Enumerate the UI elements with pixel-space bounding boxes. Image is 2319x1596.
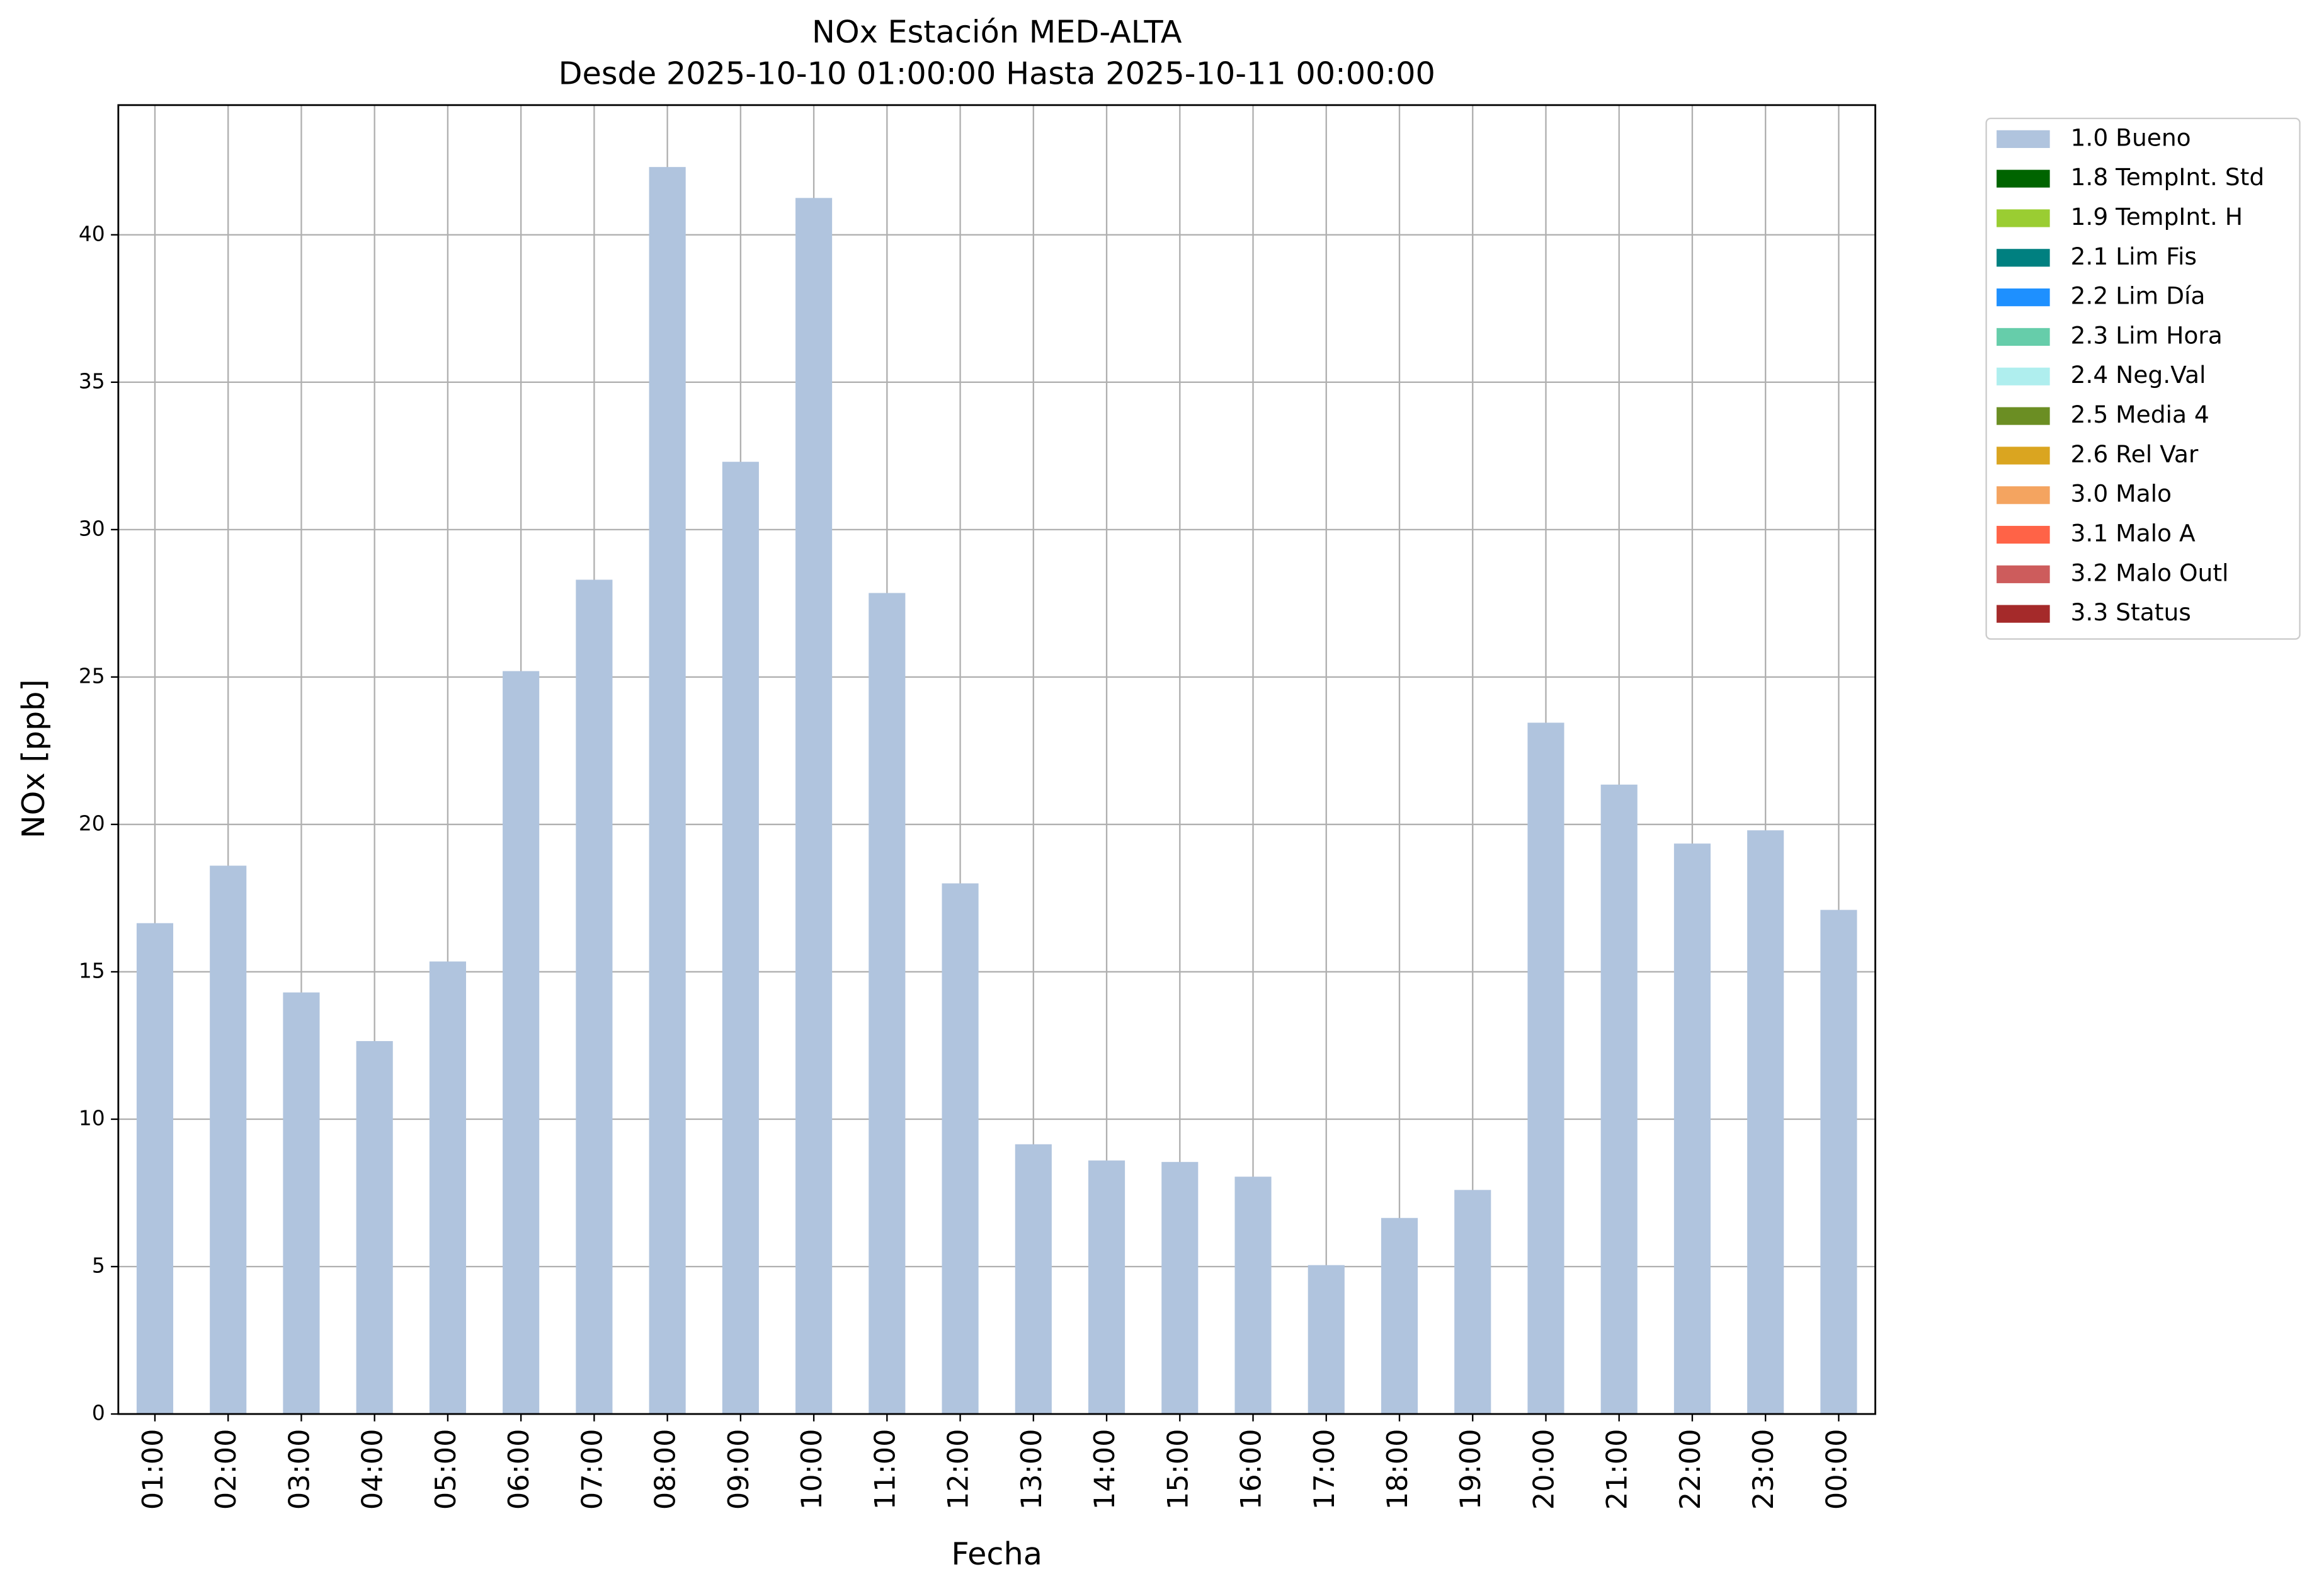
legend-swatch xyxy=(1997,407,2050,425)
legend-swatch xyxy=(1997,486,2050,504)
legend-swatch xyxy=(1997,605,2050,623)
legend-swatch xyxy=(1997,209,2050,227)
legend-label: 1.8 TempInt. Std xyxy=(2071,163,2265,191)
legend-swatch xyxy=(1997,525,2050,544)
bar xyxy=(1600,784,1638,1415)
x-tick-label: 12:00 xyxy=(942,1429,975,1510)
y-tick-label: 0 xyxy=(92,1401,105,1425)
legend-swatch xyxy=(1997,249,2050,267)
legend-label: 1.0 Bueno xyxy=(2071,123,2191,151)
x-tick-label: 20:00 xyxy=(1527,1429,1560,1510)
x-tick-label: 16:00 xyxy=(1235,1429,1268,1510)
x-tick-label: 03:00 xyxy=(283,1429,316,1510)
y-tick-label: 15 xyxy=(79,958,105,983)
x-axis-label: Fecha xyxy=(951,1536,1042,1572)
legend-swatch xyxy=(1997,367,2050,385)
legend-frame xyxy=(1985,117,2301,640)
bar xyxy=(869,593,906,1415)
x-tick-label: 04:00 xyxy=(356,1429,389,1510)
y-axis-label: NOx [ppb] xyxy=(15,679,52,838)
x-tick-label: 08:00 xyxy=(649,1429,682,1510)
x-tick-label: 10:00 xyxy=(795,1429,828,1510)
plot-frame xyxy=(117,104,1876,1415)
bar xyxy=(1747,830,1784,1415)
bar xyxy=(795,198,833,1415)
chart-title: NOx Estación MED-ALTA xyxy=(812,14,1182,50)
bar xyxy=(942,883,979,1415)
legend: 1.0 Bueno 1.8 TempInt. Std 1.9 TempInt. H 2… xyxy=(1997,123,2264,626)
bar xyxy=(1308,1265,1345,1415)
legend-swatch xyxy=(1997,328,2050,346)
y-tick-label: 25 xyxy=(79,663,105,688)
x-tick-label: 22:00 xyxy=(1674,1429,1707,1510)
legend-label: 1.9 TempInt. H xyxy=(2071,203,2243,231)
legend-label: 3.3 Status xyxy=(2071,598,2191,626)
y-tick-label: 40 xyxy=(79,221,105,246)
x-tick-label: 18:00 xyxy=(1381,1429,1414,1510)
legend-label: 2.2 Lim Día xyxy=(2071,282,2206,310)
x-tick-label: 02:00 xyxy=(210,1429,242,1510)
bar xyxy=(429,961,466,1415)
x-tick-label: 17:00 xyxy=(1308,1429,1341,1510)
bar xyxy=(649,167,686,1415)
bar xyxy=(283,992,320,1415)
legend-label: 2.6 Rel Var xyxy=(2071,440,2199,468)
legend-label: 2.5 Media 4 xyxy=(2071,401,2209,428)
x-tick-label: 23:00 xyxy=(1747,1429,1780,1510)
legend-swatch xyxy=(1997,565,2050,583)
x-tick-label: 00:00 xyxy=(1820,1429,1853,1510)
bar xyxy=(576,579,613,1415)
legend-label: 3.2 Malo Outl xyxy=(2071,559,2229,586)
bar xyxy=(503,671,540,1415)
chart-subtitle: Desde 2025-10-10 01:00:00 Hasta 2025-10-… xyxy=(559,55,1435,91)
bar xyxy=(1820,909,1857,1415)
legend-swatch xyxy=(1997,288,2050,307)
x-tick-label: 01:00 xyxy=(137,1429,169,1510)
legend-swatch xyxy=(1997,130,2050,148)
bar xyxy=(1015,1144,1052,1415)
bars xyxy=(136,167,1857,1415)
x-tick-label: 07:00 xyxy=(576,1429,608,1510)
y-tick-label: 30 xyxy=(79,516,105,540)
bar xyxy=(1088,1160,1125,1415)
y-tick-label: 5 xyxy=(92,1253,105,1278)
bar xyxy=(356,1040,393,1415)
x-tick-label: 05:00 xyxy=(430,1429,462,1510)
x-tick-label: 19:00 xyxy=(1454,1429,1487,1510)
bar xyxy=(136,923,174,1415)
axes: 0 5 10 15 20 25 30 35 40 01:00 02:00 03:00 04:00 05:0… xyxy=(79,221,1854,1510)
legend-label: 3.1 Malo A xyxy=(2071,520,2196,547)
x-tick-label: 06:00 xyxy=(503,1429,535,1510)
x-tick-label: 09:00 xyxy=(722,1429,755,1510)
bar xyxy=(1673,843,1711,1415)
bar xyxy=(1161,1161,1199,1415)
y-tick-label: 35 xyxy=(79,368,105,393)
bar xyxy=(1234,1177,1272,1415)
x-tick-label: 15:00 xyxy=(1161,1429,1194,1510)
bar xyxy=(1454,1190,1491,1415)
bar xyxy=(1381,1217,1418,1415)
legend-label: 2.3 Lim Hora xyxy=(2071,321,2223,349)
bar xyxy=(722,462,759,1415)
legend-swatch xyxy=(1997,447,2050,465)
y-tick-label: 20 xyxy=(79,811,105,835)
x-tick-label: 14:00 xyxy=(1088,1429,1121,1510)
x-tick-label: 11:00 xyxy=(869,1429,901,1510)
x-tick-label: 21:00 xyxy=(1601,1429,1634,1510)
bar xyxy=(1527,722,1564,1415)
y-tick-label: 10 xyxy=(79,1105,105,1130)
legend-label: 2.1 Lim Fis xyxy=(2071,242,2197,270)
legend-label: 3.0 Malo xyxy=(2071,480,2172,508)
bar xyxy=(210,865,247,1415)
legend-label: 2.4 Neg.Val xyxy=(2071,361,2206,389)
legend-swatch xyxy=(1997,169,2050,188)
x-tick-label: 13:00 xyxy=(1015,1429,1048,1510)
